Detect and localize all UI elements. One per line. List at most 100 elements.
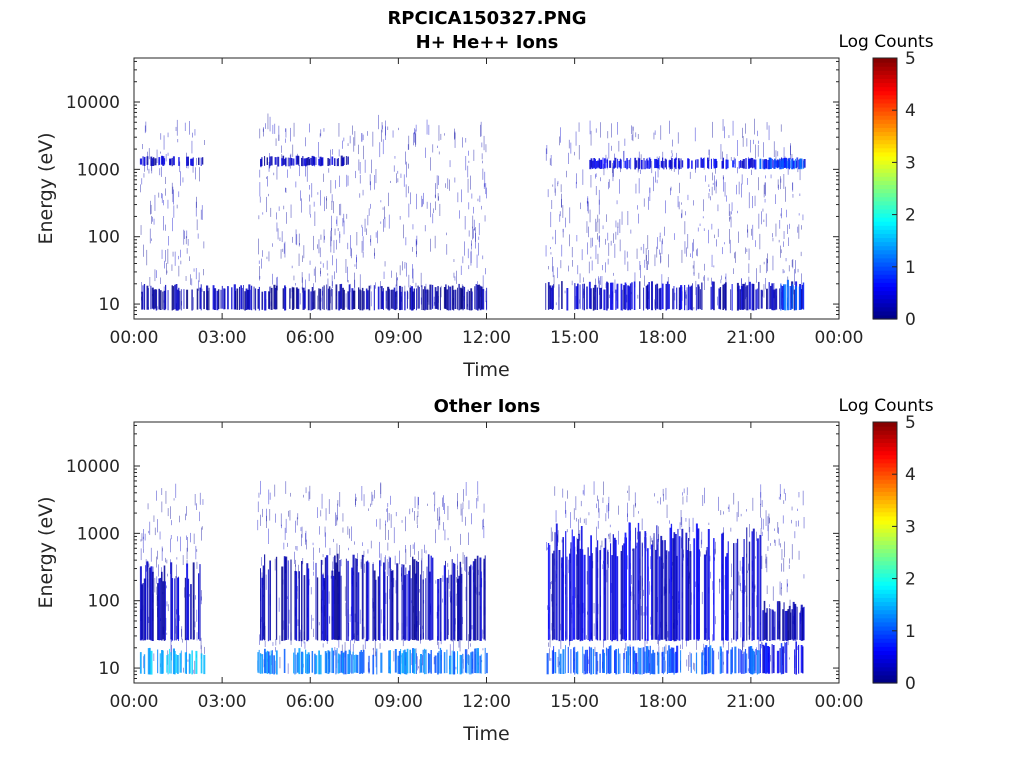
spectrogram-band-column [746, 653, 748, 673]
spectrogram-speck [258, 260, 260, 264]
spectrogram-band-column [780, 283, 782, 311]
spectrogram-band-column [788, 157, 791, 169]
spectrogram-speck [747, 178, 748, 185]
spectrogram-band-column [372, 564, 374, 641]
spectrogram-band-column [162, 650, 164, 674]
spectrogram-band-column [692, 283, 693, 311]
spectrogram-speck [396, 272, 397, 287]
colorbar-segment [873, 634, 897, 639]
spectrogram-band-column [711, 648, 714, 675]
spectrogram-band-column [773, 158, 776, 169]
spectrogram-speck [657, 500, 659, 504]
spectrogram-band-column [574, 646, 576, 675]
spectrogram-band-column [562, 649, 565, 674]
spectrogram-band-column [283, 158, 286, 165]
spectrogram-speck [151, 215, 152, 224]
spectrogram-band-column [458, 283, 460, 311]
spectrogram-speck [761, 517, 762, 529]
spectrogram-band-column [315, 655, 318, 674]
spectrogram-speck [405, 545, 406, 553]
spectrogram-band-column [250, 285, 253, 311]
spectrogram-speck [379, 643, 381, 649]
colorbar-segment [873, 442, 897, 448]
spectrogram-speck [143, 548, 144, 553]
spectrogram-speck [424, 544, 425, 553]
spectrogram-speck [552, 184, 554, 187]
spectrogram-speck [729, 594, 731, 610]
spectrogram-band-column [786, 642, 788, 673]
spectrogram-band-column [449, 655, 452, 675]
spectrogram-band-column [417, 561, 419, 641]
spectrogram-speck [201, 527, 202, 541]
spectrogram-speck [412, 508, 413, 513]
colorbar-segment [873, 609, 897, 615]
spectrogram-speck [485, 268, 486, 275]
spectrogram-speck [193, 268, 195, 272]
spectrogram-band-column [322, 286, 324, 310]
spectrogram-band-column [697, 528, 700, 641]
spectrogram-speck [799, 164, 801, 181]
spectrogram-band-column [380, 652, 383, 673]
colorbar-segment [873, 184, 897, 190]
spectrogram-band-column [551, 285, 554, 310]
spectrogram-speck [182, 638, 183, 643]
spectrogram-band-column [669, 160, 672, 170]
spectrogram-speck [575, 181, 577, 189]
spectrogram-band-column [608, 646, 611, 674]
spectrogram-band-column [610, 543, 612, 641]
spectrogram-speck [646, 255, 647, 265]
spectrogram-speck [331, 228, 332, 242]
spectrogram-band-column [405, 652, 408, 675]
spectrogram-speck [588, 226, 589, 238]
spectrogram-speck [595, 173, 597, 177]
spectrogram-speck [266, 515, 267, 528]
spectrogram-band-column [170, 158, 172, 165]
spectrogram-speck [454, 128, 455, 140]
spectrogram-band-column [709, 645, 712, 673]
spectrogram-speck [293, 122, 295, 137]
spectrogram-band-column [343, 289, 345, 310]
spectrogram-band-column [150, 285, 152, 310]
spectrogram-speck [671, 153, 673, 157]
spectrogram-speck [549, 634, 551, 648]
spectrogram-speck [173, 205, 175, 218]
spectrogram-band-column [707, 529, 710, 640]
spectrogram-speck [785, 493, 786, 501]
spectrogram-speck [667, 631, 669, 638]
spectrogram-speck [301, 526, 303, 538]
spectrogram-band-column [151, 158, 154, 166]
spectrogram-speck [393, 165, 395, 172]
x-tick-label: 09:00 [374, 692, 423, 712]
spectrogram-speck [372, 131, 374, 147]
spectrogram-speck [478, 223, 480, 236]
spectrogram-speck [156, 586, 158, 595]
spectrogram-speck [774, 539, 775, 543]
spectrogram-band-column [154, 158, 157, 166]
spectrogram-speck [586, 201, 588, 204]
spectrogram-band-column [629, 523, 631, 641]
spectrogram-speck [680, 644, 681, 649]
x-tick-label: 12:00 [462, 692, 511, 712]
spectrogram-speck [703, 228, 705, 231]
spectrogram-speck [694, 663, 696, 672]
spectrogram-band-column [786, 610, 788, 642]
spectrogram-band-column [176, 655, 179, 674]
spectrogram-band-column [795, 158, 796, 169]
spectrogram-speck [650, 616, 651, 625]
spectrogram-band-column [434, 655, 437, 673]
spectrogram-band-column [275, 650, 278, 675]
spectrogram-speck [551, 581, 552, 585]
spectrogram-band-column [645, 285, 648, 309]
spectrogram-speck [764, 182, 766, 195]
spectrogram-band-column [404, 291, 406, 311]
spectrogram-band-column [273, 284, 276, 310]
spectrogram-speck [446, 232, 447, 236]
spectrogram-band-column [318, 288, 320, 310]
spectrogram-speck [313, 283, 314, 293]
spectrogram-band-column [410, 578, 412, 640]
spectrogram-band-column [249, 289, 251, 310]
spectrogram-band-column [347, 560, 349, 641]
spectrogram-band-column [721, 160, 724, 169]
spectrogram-band-column [779, 288, 781, 310]
spectrogram-speck [161, 488, 163, 495]
